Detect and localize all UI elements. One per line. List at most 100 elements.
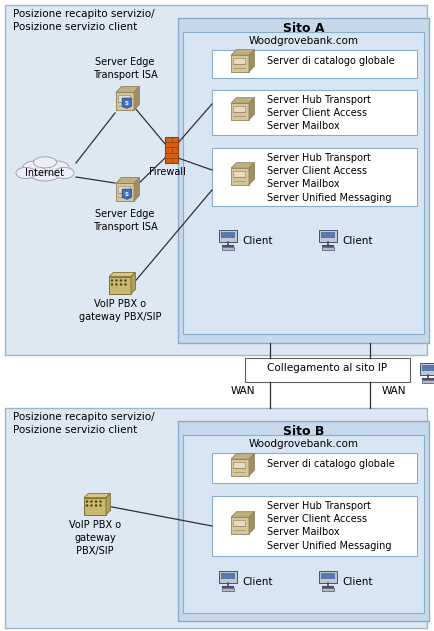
Polygon shape [116, 86, 139, 92]
Bar [421, 379, 433, 382]
Text: VoIP PBX o
gateway PBX/SIP: VoIP PBX o gateway PBX/SIP [79, 299, 161, 322]
Bar [211, 453, 416, 483]
Polygon shape [116, 177, 139, 184]
Bar [221, 247, 233, 250]
Circle shape [115, 280, 118, 281]
Polygon shape [248, 50, 254, 72]
Text: Server Hub Transport
Server Client Access
Server Mailbox: Server Hub Transport Server Client Acces… [266, 95, 370, 131]
Bar [230, 103, 248, 120]
Circle shape [95, 500, 97, 503]
Text: Firewall: Firewall [148, 167, 185, 177]
Circle shape [124, 280, 126, 281]
Bar [319, 230, 336, 242]
Polygon shape [248, 98, 254, 120]
Bar [321, 588, 333, 591]
Bar [230, 55, 248, 72]
Polygon shape [230, 454, 254, 459]
Bar [178, 18, 428, 343]
Text: Sito B: Sito B [282, 425, 323, 438]
Polygon shape [134, 86, 139, 110]
Bar [320, 573, 334, 579]
Text: Client: Client [341, 236, 372, 246]
Bar [419, 363, 434, 375]
Ellipse shape [16, 167, 36, 179]
Polygon shape [248, 454, 254, 476]
Circle shape [85, 500, 88, 503]
Circle shape [95, 504, 97, 507]
Bar [233, 106, 244, 112]
Bar [211, 496, 416, 556]
Circle shape [85, 504, 88, 507]
Circle shape [90, 504, 92, 507]
Bar [84, 497, 106, 514]
Text: S: S [125, 192, 128, 198]
Bar [321, 247, 333, 250]
Text: WAN: WAN [381, 386, 405, 396]
Polygon shape [122, 189, 131, 199]
Bar [233, 520, 244, 526]
Ellipse shape [23, 161, 48, 175]
Text: Woodgrovebank.com: Woodgrovebank.com [248, 36, 358, 46]
Text: Sito A: Sito A [282, 22, 323, 35]
Polygon shape [134, 177, 139, 201]
Bar [116, 92, 134, 110]
Bar [219, 230, 236, 242]
Bar [421, 365, 433, 370]
Text: Server Hub Transport
Server Client Access
Server Mailbox
Server Unified Messagin: Server Hub Transport Server Client Acces… [266, 501, 391, 551]
Bar [219, 571, 236, 583]
Bar [244, 358, 409, 382]
Polygon shape [84, 493, 110, 497]
Text: Posizione recapito servizio/
Posizione servizio client: Posizione recapito servizio/ Posizione s… [13, 9, 154, 32]
Text: Posizione recapito servizio/
Posizione servizio client: Posizione recapito servizio/ Posizione s… [13, 412, 154, 435]
Circle shape [124, 283, 126, 286]
Polygon shape [230, 512, 254, 517]
Text: Client: Client [241, 577, 272, 587]
Polygon shape [230, 163, 254, 168]
Bar [5, 408, 426, 628]
Text: Internet: Internet [26, 168, 64, 178]
Text: Server di catalogo globale: Server di catalogo globale [266, 459, 394, 469]
Ellipse shape [54, 167, 74, 179]
Polygon shape [131, 273, 135, 293]
Ellipse shape [44, 161, 69, 175]
Text: Client: Client [241, 236, 272, 246]
Text: Collegamento al sito IP: Collegamento al sito IP [267, 363, 387, 373]
Bar [233, 462, 244, 468]
Polygon shape [248, 512, 254, 534]
Bar [183, 435, 423, 613]
Bar [109, 276, 131, 293]
Circle shape [119, 283, 122, 286]
Polygon shape [122, 98, 131, 108]
Bar [183, 32, 423, 334]
Polygon shape [230, 50, 254, 55]
Circle shape [111, 280, 113, 281]
Circle shape [111, 283, 113, 286]
Circle shape [99, 504, 102, 507]
Polygon shape [230, 98, 254, 103]
Text: Server Edge
Transport ISA: Server Edge Transport ISA [92, 57, 157, 80]
Circle shape [119, 280, 122, 281]
Text: VoIP PBX o
gateway
PBX/SIP: VoIP PBX o gateway PBX/SIP [69, 520, 121, 557]
Bar [5, 5, 426, 355]
Bar [319, 571, 336, 583]
Bar [165, 137, 178, 163]
Bar [221, 232, 234, 238]
Bar [221, 588, 233, 591]
Text: Server di catalogo globale: Server di catalogo globale [266, 56, 394, 66]
Bar [118, 186, 130, 192]
Polygon shape [248, 163, 254, 185]
Circle shape [90, 500, 92, 503]
Bar [230, 168, 248, 185]
Polygon shape [109, 273, 135, 276]
Text: Client: Client [341, 577, 372, 587]
Bar [211, 50, 416, 78]
Bar [178, 421, 428, 621]
Ellipse shape [33, 156, 56, 168]
Bar [211, 148, 416, 206]
Bar [233, 171, 244, 177]
Bar [230, 517, 248, 534]
Text: Server Hub Transport
Server Client Access
Server Mailbox
Server Unified Messagin: Server Hub Transport Server Client Acces… [266, 153, 391, 203]
Text: Server Edge
Transport ISA: Server Edge Transport ISA [92, 209, 157, 232]
Bar [211, 90, 416, 135]
Circle shape [115, 283, 118, 286]
